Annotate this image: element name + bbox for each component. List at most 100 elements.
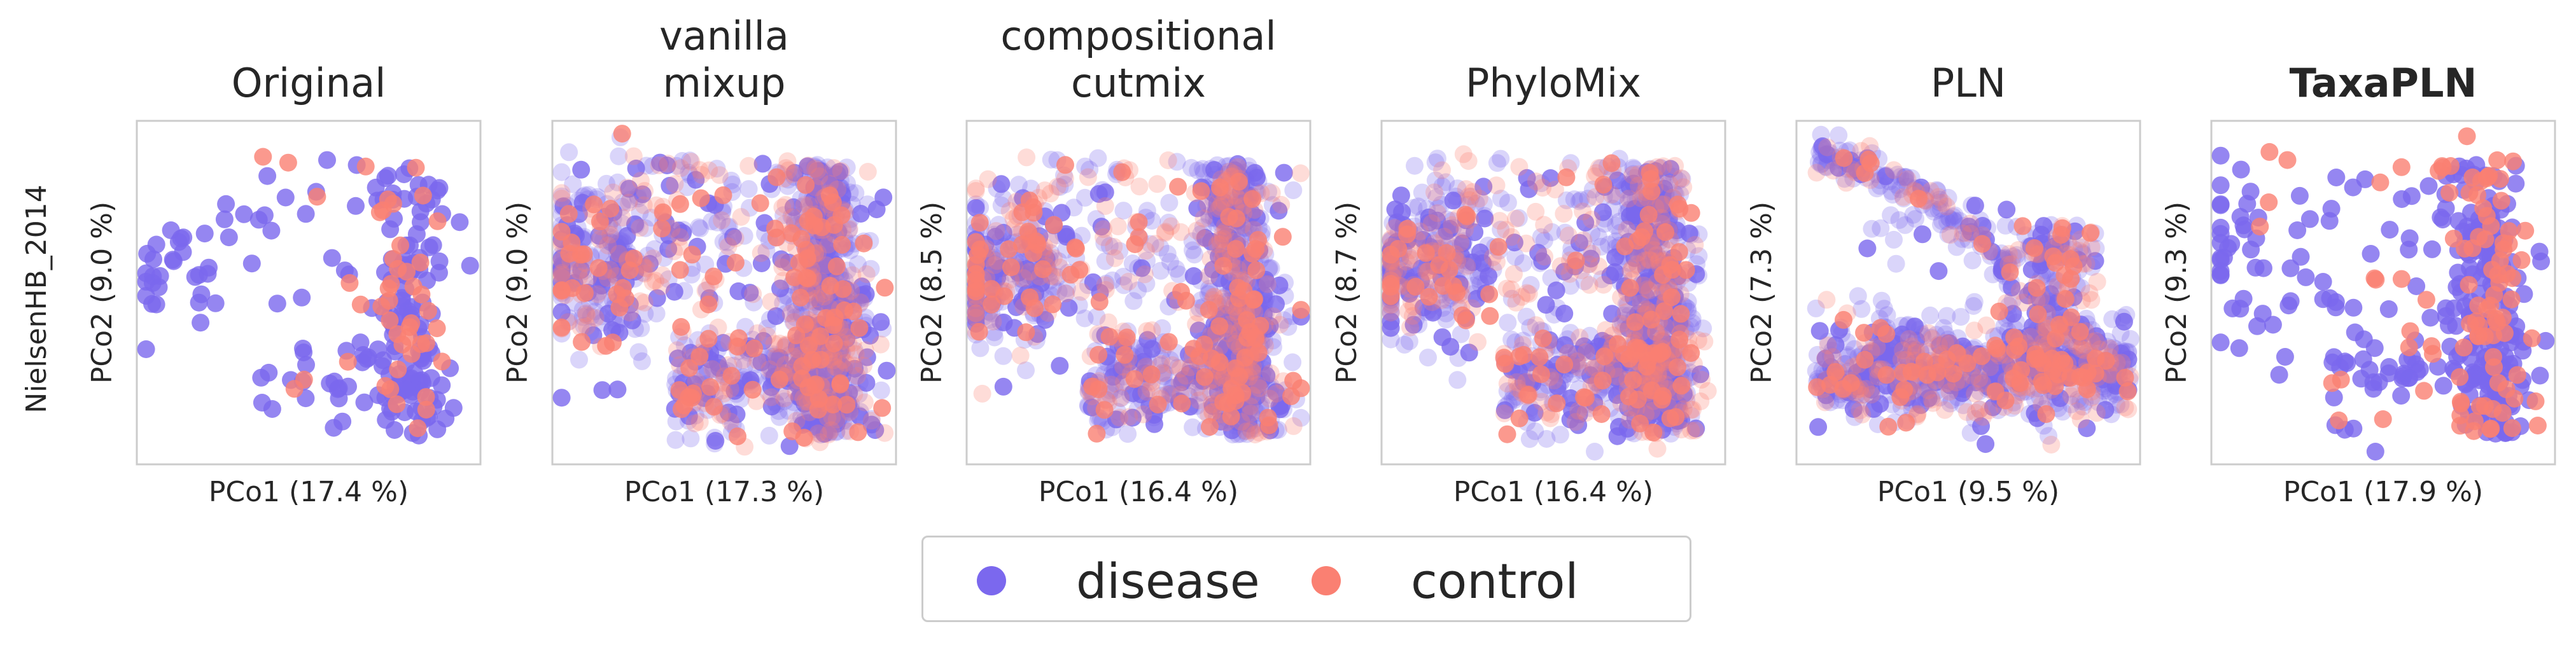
point-disease bbox=[433, 376, 451, 394]
point-control bbox=[1202, 384, 1220, 402]
point-control bbox=[1389, 240, 1408, 258]
point-control bbox=[808, 333, 826, 350]
point-disease bbox=[1863, 219, 1881, 238]
point-disease bbox=[1448, 371, 1467, 389]
point-control bbox=[820, 350, 838, 368]
point-control bbox=[1464, 183, 1482, 201]
point-disease bbox=[757, 242, 776, 260]
point-disease bbox=[777, 305, 795, 323]
point-control bbox=[776, 196, 795, 214]
point-disease bbox=[294, 340, 312, 357]
point-control bbox=[855, 234, 873, 253]
point-disease bbox=[994, 347, 1012, 365]
point-control bbox=[827, 257, 846, 275]
point-disease bbox=[143, 295, 161, 313]
point-disease bbox=[681, 166, 699, 184]
point-control bbox=[407, 158, 425, 177]
point-control bbox=[809, 390, 828, 408]
point-disease bbox=[741, 284, 759, 302]
point-control bbox=[704, 398, 723, 416]
point-control bbox=[825, 159, 843, 177]
point-disease bbox=[1284, 353, 1302, 371]
point-control bbox=[654, 266, 671, 284]
point-disease bbox=[1051, 357, 1069, 375]
point-control bbox=[573, 333, 591, 351]
point-control bbox=[788, 340, 807, 359]
point-control bbox=[1452, 277, 1471, 296]
point-disease bbox=[355, 393, 374, 412]
point-disease bbox=[850, 373, 869, 392]
point-control bbox=[419, 302, 437, 320]
point-control bbox=[1505, 265, 1523, 283]
point-control bbox=[776, 336, 795, 355]
point-control bbox=[340, 274, 359, 292]
point-control bbox=[767, 168, 786, 186]
point-control bbox=[634, 196, 653, 214]
point-control bbox=[400, 318, 419, 336]
point-control bbox=[825, 335, 843, 352]
point-disease bbox=[601, 228, 620, 246]
point-control bbox=[1135, 265, 1154, 284]
point-control bbox=[1273, 228, 1292, 246]
point-disease bbox=[552, 259, 571, 277]
point-disease bbox=[752, 353, 771, 371]
point-disease bbox=[297, 356, 315, 374]
point-control bbox=[857, 265, 876, 283]
point-control bbox=[827, 358, 845, 377]
point-control bbox=[762, 388, 780, 406]
point-control bbox=[1022, 293, 1040, 311]
point-control bbox=[1641, 368, 1660, 386]
point-control bbox=[1686, 236, 1704, 254]
point-control bbox=[834, 280, 852, 298]
point-control bbox=[846, 345, 865, 363]
point-control bbox=[1536, 247, 1553, 266]
point-control bbox=[1272, 195, 1291, 214]
point-control bbox=[1227, 240, 1245, 258]
point-control bbox=[1637, 300, 1655, 319]
point-control bbox=[552, 190, 571, 208]
point-control bbox=[734, 350, 752, 369]
point-control bbox=[1187, 315, 1205, 333]
point-disease bbox=[675, 282, 694, 300]
point-control bbox=[719, 237, 738, 256]
point-disease bbox=[675, 221, 693, 239]
point-disease bbox=[1160, 193, 1179, 212]
point-control bbox=[1510, 158, 1529, 176]
point-disease bbox=[828, 165, 846, 183]
point-control bbox=[797, 176, 815, 194]
point-control bbox=[308, 188, 326, 206]
point-control bbox=[774, 364, 792, 382]
point-control bbox=[1169, 177, 1187, 196]
point-control bbox=[1025, 204, 1043, 222]
point-disease bbox=[1194, 163, 1213, 182]
point-control bbox=[1469, 333, 1487, 351]
point-disease bbox=[851, 205, 870, 223]
point-control bbox=[830, 360, 848, 378]
point-disease bbox=[631, 204, 649, 222]
point-control bbox=[388, 395, 406, 413]
point-disease bbox=[1963, 251, 1982, 270]
point-disease bbox=[262, 221, 281, 240]
point-disease bbox=[610, 250, 627, 268]
panel-title: vanilla bbox=[659, 13, 789, 59]
point-disease bbox=[1547, 281, 1565, 300]
point-control bbox=[1401, 280, 1419, 298]
point-control bbox=[577, 304, 595, 322]
point-control bbox=[696, 334, 714, 352]
point-disease bbox=[235, 205, 253, 223]
point-disease bbox=[260, 363, 278, 382]
point-disease bbox=[570, 350, 588, 369]
point-control bbox=[578, 306, 596, 324]
point-control bbox=[680, 359, 699, 377]
point-disease bbox=[858, 348, 876, 366]
point-disease bbox=[629, 190, 647, 207]
point-control bbox=[799, 310, 817, 329]
point-control bbox=[1067, 239, 1085, 258]
point-control bbox=[699, 329, 718, 348]
point-disease bbox=[610, 147, 628, 165]
point-control bbox=[811, 327, 830, 345]
point-control bbox=[1246, 341, 1264, 359]
point-control bbox=[1430, 256, 1448, 274]
point-control bbox=[1463, 299, 1481, 317]
point-control bbox=[713, 211, 731, 230]
